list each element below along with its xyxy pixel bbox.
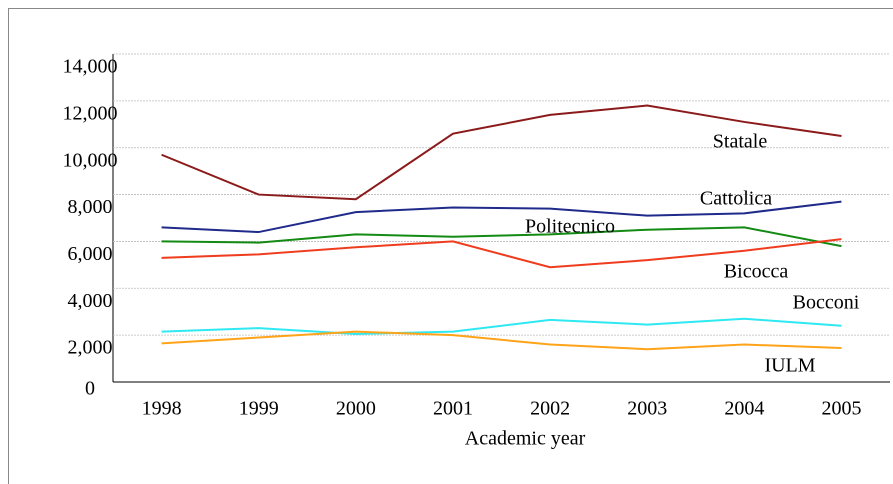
y-tick-label: 6,000 bbox=[68, 243, 113, 265]
series-line bbox=[161, 200, 842, 234]
y-tick-label: 12,000 bbox=[63, 102, 118, 124]
x-tick-label: 2000 bbox=[336, 398, 376, 420]
series-label: Politecnico bbox=[525, 216, 615, 238]
series-label: Cattolica bbox=[700, 188, 772, 210]
chart-frame bbox=[8, 8, 893, 484]
x-tick-label: 2002 bbox=[530, 398, 570, 420]
series-line bbox=[161, 238, 842, 269]
x-tick-label: 2003 bbox=[627, 398, 667, 420]
y-tick-label: 10,000 bbox=[63, 149, 118, 171]
series-line bbox=[161, 317, 842, 335]
series-label: Statale bbox=[713, 131, 768, 153]
y-tick-label: 0 bbox=[85, 378, 95, 400]
y-tick-label: 4,000 bbox=[68, 290, 113, 312]
series-label: IULM bbox=[764, 355, 815, 377]
x-tick-label: 2001 bbox=[433, 398, 473, 420]
series-label: Bocconi bbox=[793, 292, 860, 314]
y-tick-label: 8,000 bbox=[68, 196, 113, 218]
series-line bbox=[161, 104, 842, 201]
x-tick-label: 2005 bbox=[821, 398, 861, 420]
x-tick-label: 2004 bbox=[724, 398, 764, 420]
series-line bbox=[161, 226, 842, 248]
series-label: Bicocca bbox=[724, 261, 789, 283]
x-tick-label: 1998 bbox=[142, 398, 182, 420]
series-line bbox=[161, 330, 842, 351]
y-tick-label: 2,000 bbox=[68, 337, 113, 359]
x-axis-title: Academic year bbox=[465, 428, 586, 450]
x-tick-label: 1999 bbox=[239, 398, 279, 420]
y-tick-label: 14,000 bbox=[63, 56, 118, 78]
